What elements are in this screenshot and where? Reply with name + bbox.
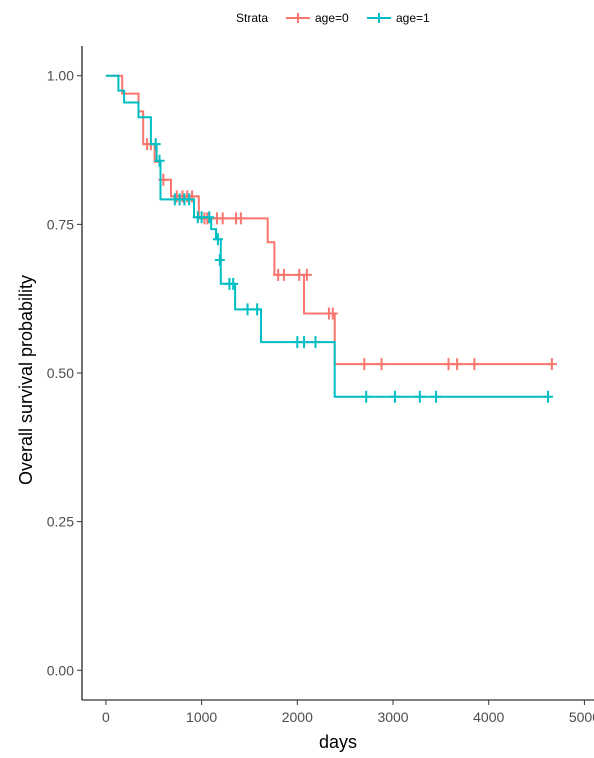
x-tick-label: 2000 (282, 709, 313, 725)
censor-mark (543, 390, 554, 403)
censor-mark (217, 212, 228, 225)
x-tick-label: 3000 (377, 709, 408, 725)
x-tick-label: 4000 (473, 709, 504, 725)
legend-key-censor-mark (293, 13, 303, 23)
x-tick-label: 0 (102, 709, 110, 725)
censor-mark (204, 211, 215, 224)
censor-mark (252, 303, 263, 316)
y-axis-title: Overall survival probability (16, 275, 36, 485)
censor-mark (327, 307, 338, 320)
y-tick-label: 0.25 (47, 514, 74, 530)
series-layer (105, 74, 557, 403)
y-axis-ticks: 0.00 0.25 0.50 0.75 1.00 (47, 68, 82, 678)
censor-mark (389, 390, 400, 403)
survival-curve-age=1 (105, 74, 549, 398)
censor-mark (376, 358, 387, 371)
y-tick-label: 0.00 (47, 662, 74, 678)
legend-key-censor-mark (374, 13, 384, 23)
y-tick-label: 0.50 (47, 365, 74, 381)
censor-mark (212, 233, 223, 246)
y-tick-label: 1.00 (47, 68, 74, 84)
censor-mark (301, 268, 312, 281)
censor-mark (278, 268, 289, 281)
censor-mark (361, 390, 372, 403)
censor-mark (359, 358, 370, 371)
censor-mark (228, 277, 239, 290)
censor-mark (431, 390, 442, 403)
censor-mark (299, 336, 310, 349)
censor-mark (150, 138, 161, 151)
censor-mark (154, 154, 165, 167)
survival-curve-age=0 (105, 74, 551, 366)
censor-mark (242, 303, 253, 316)
legend-label: age=0 (315, 11, 349, 25)
x-tick-label: 1000 (186, 709, 217, 725)
censor-mark (452, 358, 463, 371)
legend: Strata age=0 age=1 (236, 11, 430, 25)
censor-mark (546, 358, 557, 371)
censor-mark (443, 358, 454, 371)
y-tick-label: 0.75 (47, 216, 74, 232)
legend-title: Strata (236, 11, 268, 25)
censor-mark (214, 254, 225, 267)
x-axis-title: days (319, 732, 357, 752)
censor-mark (184, 193, 195, 206)
censor-mark (414, 390, 425, 403)
censor-mark (310, 336, 321, 349)
censor-mark (469, 358, 480, 371)
legend-label: age=1 (396, 11, 430, 25)
censor-mark (235, 212, 246, 225)
